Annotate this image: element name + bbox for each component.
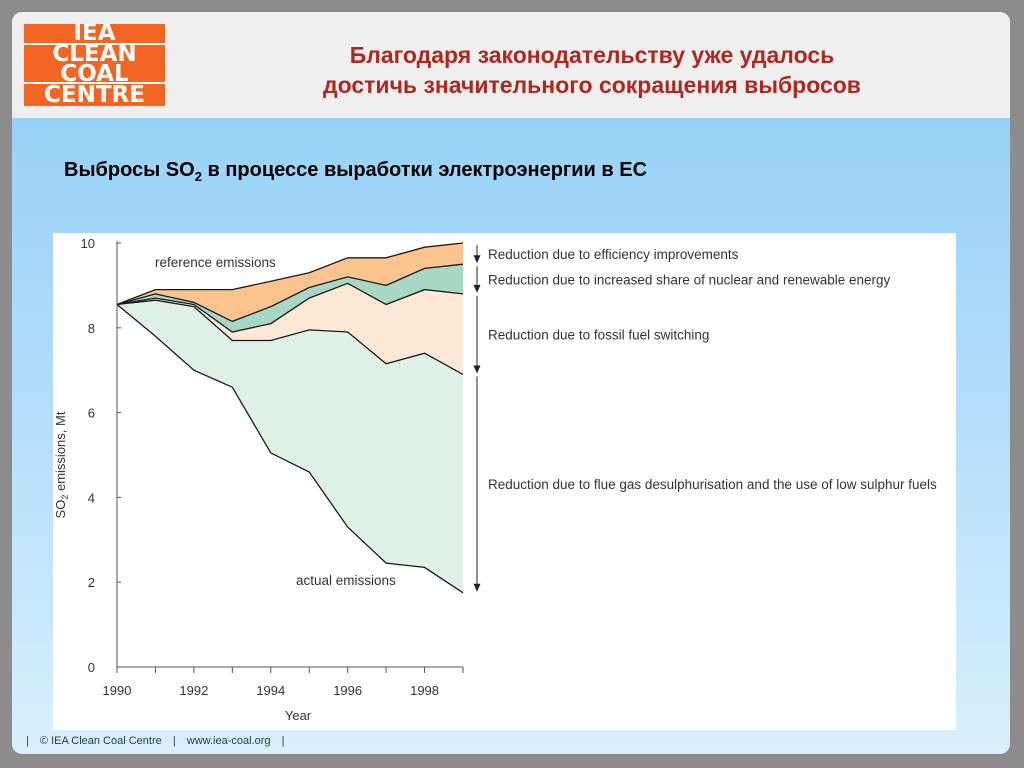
annotation-arrow-head-4: [473, 583, 481, 592]
page-title-line-1: Благодаря законодательству уже удалось: [349, 42, 835, 68]
chart-heading-suffix: в процессе выработки электроэнергии в ЕС: [201, 159, 648, 181]
annotation-label-1: Reduction due to efficiency improvements: [488, 247, 739, 262]
y-tick-label-8: 8: [88, 321, 95, 336]
chart-heading-prefix: Выбросы SO: [64, 159, 195, 181]
footer-separator-left: |: [26, 735, 29, 747]
x-tick-label-1994: 1994: [256, 683, 285, 698]
x-tick-label-1992: 1992: [179, 683, 208, 698]
y-tick-label-0: 0: [88, 660, 95, 675]
y-axis-label-suffix: emissions, Mt: [53, 411, 68, 494]
series-line-after_nuclear_renewable: [116, 282, 464, 333]
area-fossil-fuel-switching: [117, 283, 463, 375]
chart-panel: 0 2 4 6 8 10 1990 1992 1994 1996 1998 Year SO2 emiss…: [53, 233, 956, 730]
y-tick-label-10: 10: [81, 236, 95, 251]
footer: | © IEA Clean Coal Centre | www.iea-coal…: [26, 735, 292, 747]
series-line-actual: [116, 303, 464, 594]
actual-emissions-label: actual emissions: [296, 573, 396, 588]
y-tick-label-2: 2: [88, 575, 95, 590]
series-line-reference: [116, 242, 464, 306]
x-axis-label: Year: [285, 708, 312, 723]
footer-separator-mid: |: [172, 735, 176, 747]
series-line-after_efficiency: [116, 263, 464, 323]
series-line-after_fossil_switching: [116, 299, 464, 375]
annotation-label-4: Reduction due to flue gas desulphurisati…: [488, 477, 937, 492]
slide: IEA CLEAN COAL CENTRE Благодаря законода…: [12, 12, 1010, 754]
chart-heading: Выбросы SO2 в процессе выработки электро…: [64, 159, 647, 184]
y-tick-label-4: 4: [88, 490, 95, 505]
area-flue-gas-desulphurisation: [117, 300, 463, 593]
logo-line-4: CENTRE: [44, 82, 145, 107]
reference-emissions-label: reference emissions: [155, 255, 276, 270]
logo-line-2: CLEAN: [52, 41, 137, 67]
footer-url-link[interactable]: www.iea-coal.org: [186, 735, 271, 747]
header-band: IEA CLEAN COAL CENTRE Благодаря законода…: [12, 12, 1010, 118]
area-nuclear-renewable: [117, 264, 463, 332]
x-tick-label-1996: 1996: [333, 683, 362, 698]
footer-separator-right: |: [281, 735, 285, 747]
page-title: Благодаря законодательству уже удалось д…: [212, 40, 972, 100]
y-axis-label-prefix: SO: [53, 500, 68, 519]
annotation-arrow-head-2: [473, 284, 481, 293]
logo-line-3: COAL: [60, 61, 129, 87]
page-title-line-2: достичь значительного сокращения выбросо…: [323, 72, 861, 98]
y-axis-label-subscript: 2: [60, 495, 70, 500]
y-axis-label: SO2 emissions, Mt: [53, 411, 70, 518]
annotation-arrow-head-3: [473, 365, 481, 374]
y-tick-label-6: 6: [88, 406, 95, 421]
footer-copyright: © IEA Clean Coal Centre: [39, 735, 162, 747]
annotation-arrow-head-1: [473, 255, 481, 264]
area-efficiency-improvements: [117, 243, 463, 322]
iea-clean-coal-centre-logo: IEA CLEAN COAL CENTRE: [24, 24, 165, 106]
annotation-label-3: Reduction due to fossil fuel switching: [488, 328, 709, 343]
x-tick-label-1990: 1990: [103, 683, 132, 698]
annotation-label-2: Reduction due to increased share of nucl…: [488, 273, 891, 288]
chart-heading-subscript: 2: [194, 169, 202, 184]
x-tick-label-1998: 1998: [410, 683, 439, 698]
logo-line-1: IEA: [73, 24, 116, 46]
